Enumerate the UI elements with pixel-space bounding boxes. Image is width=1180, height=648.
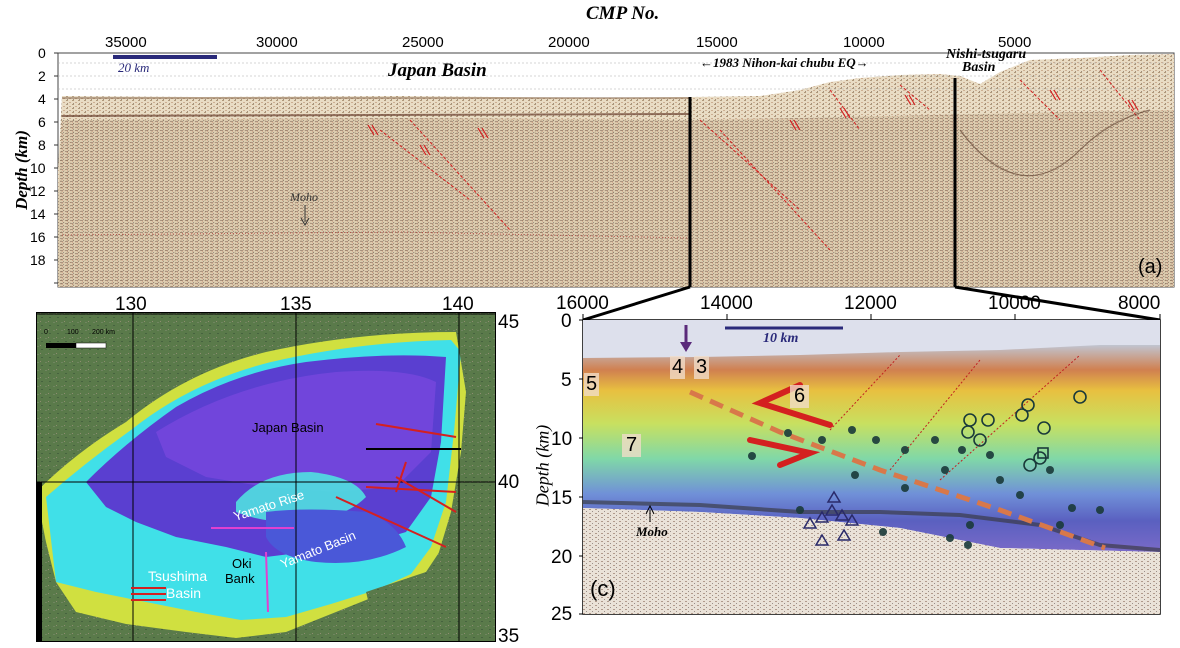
map-scale-tick: 100: [67, 329, 79, 336]
detail-depth-tick: 5: [561, 370, 572, 391]
detail-cmp-tick: 10000: [988, 293, 1041, 314]
label-moho-c: Moho: [636, 524, 668, 539]
panel-letter-a: (a): [1138, 256, 1163, 278]
label-1983-eq: ←1983 Nihon-kai chubu EQ→: [700, 55, 869, 70]
cmp-tick: 20000: [548, 34, 590, 51]
depth-tick: 0: [38, 45, 46, 61]
detail-cmp-tick: 16000: [556, 293, 609, 314]
lat-tick: 45: [498, 312, 520, 333]
map-label-japan-basin: Japan Basin: [252, 420, 324, 435]
label-moho-a: Moho: [290, 190, 318, 204]
lon-tick: 140: [442, 294, 474, 315]
depth-tick: 10: [30, 160, 46, 176]
cmp-tick: 5000: [998, 34, 1032, 51]
depth-tick: 14: [30, 206, 46, 222]
label-nishi-basin: Basin: [962, 60, 996, 75]
cmp-tick: 25000: [402, 34, 444, 51]
depth-tick: 18: [30, 252, 46, 268]
detail-depth-tick: 0: [561, 311, 572, 332]
map-label-oki: Oki: [232, 556, 252, 571]
map-label-tsushima-basin: Basin: [166, 585, 202, 601]
detail-depth-tick: 25: [551, 604, 573, 625]
panel-letter-c: (c): [590, 576, 616, 601]
label-japan-basin: Japan Basin: [388, 60, 487, 81]
cmp-tick: 35000: [105, 34, 147, 51]
detail-depth-tick: 15: [551, 488, 573, 509]
map-scale-tick: 0: [44, 329, 48, 336]
map-label-tsushima: Tsushima: [148, 568, 208, 584]
map-svg: [36, 312, 496, 642]
depth-tick: 6: [38, 114, 46, 130]
map-scale-tick: 200 km: [92, 329, 115, 336]
detail-depth-tick: 20: [551, 547, 573, 568]
scale-bar-label: 20 km: [118, 60, 150, 75]
cmp-tick: 30000: [256, 34, 298, 51]
velocity-label: 7: [622, 434, 642, 457]
velocity-label: 3: [694, 356, 710, 379]
cmp-tick: 15000: [696, 34, 738, 51]
seismic-section-svg: [54, 52, 1175, 288]
cmp-tick: 10000: [843, 34, 885, 51]
detail-cmp-tick: 8000: [1118, 293, 1161, 314]
detail-cmp-tick: 12000: [844, 293, 897, 314]
depth-tick: 2: [38, 68, 46, 84]
velocity-label: 4: [670, 356, 686, 379]
label-nishi-tsugaru: Nishi-tsugaru: [946, 47, 1027, 62]
lat-tick: 35: [498, 626, 520, 647]
lon-tick: 130: [115, 294, 147, 315]
depth-tick: 12: [30, 183, 46, 199]
lat-tick: 40: [498, 472, 520, 493]
cmp-axis-title: CMP No.: [586, 3, 660, 24]
detail-depth-tick: 10: [551, 429, 573, 450]
lon-tick: 135: [280, 294, 312, 315]
depth-tick: 16: [30, 229, 46, 245]
map-label-bank: Bank: [225, 571, 255, 586]
depth-tick: 4: [38, 91, 46, 107]
velocity-label: 5: [584, 373, 600, 396]
depth-axis-title-c: Depth (km): [532, 424, 553, 507]
velocity-label: 6: [790, 385, 810, 408]
detail-cmp-tick: 14000: [700, 293, 753, 314]
detail-scale-label: 10 km: [763, 331, 799, 346]
depth-tick: 8: [38, 137, 46, 153]
